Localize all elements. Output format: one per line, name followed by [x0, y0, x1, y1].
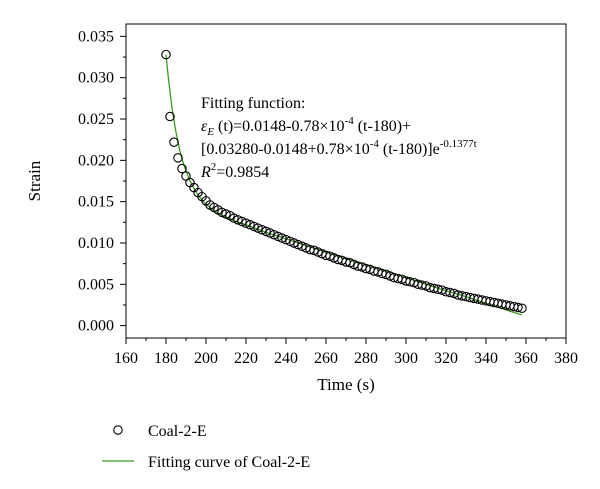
x-tick-label-8: 320: [434, 350, 458, 367]
annotation-line-3-a: [0.03280-0.0148+0.78×10: [201, 141, 370, 158]
x-tick-label-1: 180: [154, 350, 178, 367]
legend-marker-coal-2-e: [113, 425, 123, 435]
legend: Coal-2-E Fitting curve of Coal-2-E: [102, 423, 310, 471]
y-tick-label-5: 0.025: [78, 111, 114, 128]
y-axis-title: Strain: [25, 160, 44, 201]
annotation-line-3-b: (t-180)]e: [379, 141, 440, 158]
data-point-4: [177, 163, 187, 174]
y-tick-label-3: 0.015: [78, 194, 114, 211]
y-tick-label-0: 0.000: [78, 318, 114, 335]
r-squared-superscript: 2: [211, 161, 217, 173]
data-point-3: [173, 153, 183, 163]
annotation-line-3: [0.03280-0.0148+0.78×10-4 (t-180)]e-0.13…: [201, 138, 477, 158]
data-point-88: [513, 302, 523, 313]
x-tick-label-0: 160: [114, 350, 138, 367]
annotation-line-2-exp: -4: [345, 115, 355, 127]
x-tick-label-2: 200: [194, 350, 218, 367]
axis-tick-labels: 160 180 200 220 240 260 280 300 320 340 360 380 0.00…: [78, 28, 578, 367]
y-tick-label-2: 0.010: [78, 235, 114, 252]
x-tick-label-7: 300: [394, 350, 418, 367]
data-point-0: [161, 49, 171, 60]
axis-ticks: [120, 35, 567, 344]
y-tick-label-1: 0.005: [78, 276, 114, 293]
data-point-1: [165, 111, 175, 122]
epsilon-symbol: ε: [201, 118, 208, 135]
fitting-function-annotation: Fitting function: εE (t)=0.0148-0.78×10-…: [200, 95, 477, 181]
annotation-line-1: Fitting function:: [201, 95, 305, 112]
annotation-line-2-a: (t)=0.0148-0.78×10: [214, 118, 344, 135]
annotation-line-3-exp: -4: [370, 138, 380, 150]
annotation-line-4: R2=0.9854: [200, 161, 269, 181]
x-axis-title: Time (s): [317, 375, 374, 394]
data-point-2: [169, 137, 179, 147]
y-tick-label-6: 0.030: [78, 70, 114, 87]
legend-label-fitting-curve: Fitting curve of Coal-2-E: [148, 454, 310, 471]
x-tick-label-10: 360: [514, 350, 538, 367]
x-tick-label-4: 240: [274, 350, 298, 367]
annotation-line-3-exp2: -0.1377t: [440, 138, 477, 150]
epsilon-subscript: E: [206, 126, 214, 138]
y-tick-label-4: 0.020: [78, 152, 114, 169]
fitting-curve-line: [165, 54, 523, 316]
series-layer: [161, 49, 527, 316]
annotation-line-2: εE (t)=0.0148-0.78×10-4 (t-180)+: [201, 115, 411, 138]
x-tick-label-3: 220: [234, 350, 258, 367]
x-tick-label-6: 280: [354, 350, 378, 367]
x-tick-label-9: 340: [474, 350, 498, 367]
r-squared-value: =0.9854: [216, 164, 269, 181]
x-tick-label-11: 380: [554, 350, 578, 367]
r-symbol: R: [200, 164, 211, 181]
x-tick-label-5: 260: [314, 350, 338, 367]
annotation-line-2-b: (t-180)+: [354, 118, 411, 135]
y-tick-label-7: 0.035: [78, 28, 114, 45]
legend-label-coal-2-e: Coal-2-E: [148, 423, 207, 440]
data-point-89: [517, 303, 527, 313]
